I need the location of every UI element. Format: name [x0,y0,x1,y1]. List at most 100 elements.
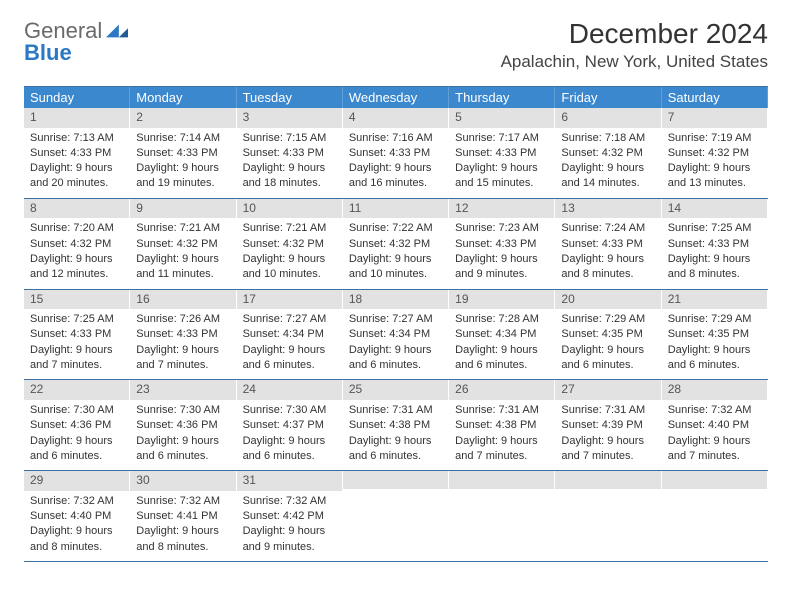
sunset-text: Sunset: 4:33 PM [136,146,229,160]
day-cell: 23Sunrise: 7:30 AMSunset: 4:36 PMDayligh… [130,380,236,470]
daylight-text: Daylight: 9 hours [30,524,123,538]
day-number: 18 [343,290,448,310]
sunset-text: Sunset: 4:32 PM [136,237,229,251]
day-number: 22 [24,380,129,400]
day-cell: 3Sunrise: 7:15 AMSunset: 4:33 PMDaylight… [237,108,343,198]
sunrise-text: Sunrise: 7:16 AM [349,131,442,145]
day-number: 27 [555,380,660,400]
day-cell: 1Sunrise: 7:13 AMSunset: 4:33 PMDaylight… [24,108,130,198]
week-row: 29Sunrise: 7:32 AMSunset: 4:40 PMDayligh… [24,471,768,562]
day-body [555,489,660,545]
day-number: 14 [662,199,767,219]
day-body: Sunrise: 7:32 AMSunset: 4:40 PMDaylight:… [662,400,767,470]
sunset-text: Sunset: 4:42 PM [243,509,336,523]
daylight-text: and 6 minutes. [243,358,336,372]
daylight-text: and 6 minutes. [243,449,336,463]
sunset-text: Sunset: 4:38 PM [349,418,442,432]
day-cell: 9Sunrise: 7:21 AMSunset: 4:32 PMDaylight… [130,199,236,289]
day-number: 21 [662,290,767,310]
day-cell: 21Sunrise: 7:29 AMSunset: 4:35 PMDayligh… [662,290,768,380]
weekday-header: Tuesday [237,87,343,108]
sunset-text: Sunset: 4:41 PM [136,509,229,523]
sunset-text: Sunset: 4:33 PM [30,146,123,160]
daylight-text: Daylight: 9 hours [243,343,336,357]
daylight-text: Daylight: 9 hours [136,161,229,175]
calendar: SundayMondayTuesdayWednesdayThursdayFrid… [24,86,768,562]
daylight-text: and 6 minutes. [349,449,442,463]
daylight-text: Daylight: 9 hours [668,434,761,448]
sunset-text: Sunset: 4:33 PM [30,327,123,341]
day-number: 20 [555,290,660,310]
sunrise-text: Sunrise: 7:21 AM [243,221,336,235]
daylight-text: and 6 minutes. [349,358,442,372]
sunset-text: Sunset: 4:33 PM [668,237,761,251]
sunset-text: Sunset: 4:32 PM [668,146,761,160]
daylight-text: Daylight: 9 hours [243,524,336,538]
daylight-text: and 8 minutes. [136,540,229,554]
header: General December 2024 Apalachin, New Yor… [24,18,768,72]
day-cell: 15Sunrise: 7:25 AMSunset: 4:33 PMDayligh… [24,290,130,380]
day-body: Sunrise: 7:30 AMSunset: 4:36 PMDaylight:… [130,400,235,470]
sunset-text: Sunset: 4:34 PM [455,327,548,341]
daylight-text: and 14 minutes. [561,176,654,190]
day-body: Sunrise: 7:29 AMSunset: 4:35 PMDaylight:… [555,309,660,379]
daylight-text: Daylight: 9 hours [243,252,336,266]
sunset-text: Sunset: 4:32 PM [349,237,442,251]
day-body: Sunrise: 7:26 AMSunset: 4:33 PMDaylight:… [130,309,235,379]
day-body: Sunrise: 7:19 AMSunset: 4:32 PMDaylight:… [662,128,767,198]
day-body: Sunrise: 7:30 AMSunset: 4:37 PMDaylight:… [237,400,342,470]
day-body: Sunrise: 7:20 AMSunset: 4:32 PMDaylight:… [24,218,129,288]
day-number [343,471,448,489]
daylight-text: and 18 minutes. [243,176,336,190]
day-body: Sunrise: 7:21 AMSunset: 4:32 PMDaylight:… [130,218,235,288]
day-body: Sunrise: 7:31 AMSunset: 4:38 PMDaylight:… [449,400,554,470]
daylight-text: Daylight: 9 hours [349,434,442,448]
day-body: Sunrise: 7:14 AMSunset: 4:33 PMDaylight:… [130,128,235,198]
sunset-text: Sunset: 4:40 PM [668,418,761,432]
day-number: 25 [343,380,448,400]
daylight-text: and 10 minutes. [349,267,442,281]
day-number: 28 [662,380,767,400]
daylight-text: and 13 minutes. [668,176,761,190]
day-body: Sunrise: 7:23 AMSunset: 4:33 PMDaylight:… [449,218,554,288]
daylight-text: and 6 minutes. [136,449,229,463]
day-cell: 18Sunrise: 7:27 AMSunset: 4:34 PMDayligh… [343,290,449,380]
day-body: Sunrise: 7:28 AMSunset: 4:34 PMDaylight:… [449,309,554,379]
day-cell: 24Sunrise: 7:30 AMSunset: 4:37 PMDayligh… [237,380,343,470]
day-cell: 6Sunrise: 7:18 AMSunset: 4:32 PMDaylight… [555,108,661,198]
day-cell: 31Sunrise: 7:32 AMSunset: 4:42 PMDayligh… [237,471,343,561]
daylight-text: and 8 minutes. [561,267,654,281]
sunset-text: Sunset: 4:33 PM [561,237,654,251]
daylight-text: Daylight: 9 hours [668,161,761,175]
daylight-text: Daylight: 9 hours [30,161,123,175]
day-number: 8 [24,199,129,219]
daylight-text: and 12 minutes. [30,267,123,281]
day-cell: 22Sunrise: 7:30 AMSunset: 4:36 PMDayligh… [24,380,130,470]
sunrise-text: Sunrise: 7:13 AM [30,131,123,145]
day-body: Sunrise: 7:32 AMSunset: 4:42 PMDaylight:… [237,491,342,561]
weekday-header: Sunday [24,87,130,108]
day-body: Sunrise: 7:32 AMSunset: 4:40 PMDaylight:… [24,491,129,561]
daylight-text: Daylight: 9 hours [136,252,229,266]
day-cell: 19Sunrise: 7:28 AMSunset: 4:34 PMDayligh… [449,290,555,380]
day-cell: 29Sunrise: 7:32 AMSunset: 4:40 PMDayligh… [24,471,130,561]
sunset-text: Sunset: 4:34 PM [243,327,336,341]
sunset-text: Sunset: 4:32 PM [561,146,654,160]
sunrise-text: Sunrise: 7:31 AM [349,403,442,417]
daylight-text: and 9 minutes. [455,267,548,281]
logo-text-blue: Blue [24,40,72,66]
weekday-header: Thursday [449,87,555,108]
sunrise-text: Sunrise: 7:32 AM [243,494,336,508]
day-cell: 2Sunrise: 7:14 AMSunset: 4:33 PMDaylight… [130,108,236,198]
day-number: 12 [449,199,554,219]
daylight-text: Daylight: 9 hours [455,161,548,175]
sunset-text: Sunset: 4:34 PM [349,327,442,341]
day-cell: 27Sunrise: 7:31 AMSunset: 4:39 PMDayligh… [555,380,661,470]
day-number: 10 [237,199,342,219]
day-number: 4 [343,108,448,128]
sunset-text: Sunset: 4:36 PM [30,418,123,432]
day-cell: 10Sunrise: 7:21 AMSunset: 4:32 PMDayligh… [237,199,343,289]
sunrise-text: Sunrise: 7:31 AM [561,403,654,417]
sunset-text: Sunset: 4:40 PM [30,509,123,523]
daylight-text: Daylight: 9 hours [561,161,654,175]
